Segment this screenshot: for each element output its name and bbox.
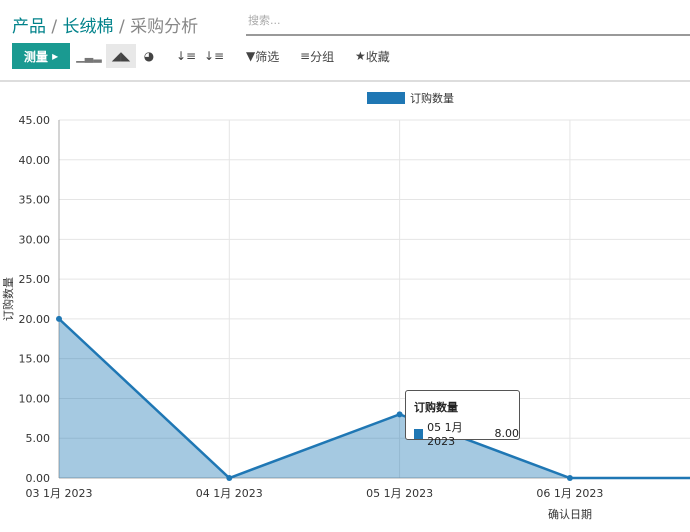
- pie-chart-icon: ◕: [143, 49, 155, 63]
- filter-icon: ▼: [246, 49, 256, 63]
- x-axis-label: 确认日期: [548, 508, 592, 521]
- list-icon: ≡: [300, 49, 311, 63]
- star-icon: ★: [355, 49, 366, 63]
- x-tick-label: 06 1月 2023: [536, 487, 603, 500]
- breadcrumb-separator: /: [118, 17, 125, 37]
- search-placeholder: 搜索...: [248, 14, 281, 27]
- line-chart-button[interactable]: ◢◣: [106, 44, 136, 68]
- area-chart-icon: ◢◣: [111, 49, 131, 63]
- x-tick-label: 04 1月 2023: [196, 487, 263, 500]
- sort-descending-icon: ↓≡: [175, 49, 197, 63]
- filter-label: 筛选: [255, 49, 280, 64]
- tooltip-title: 订购数量: [414, 401, 458, 414]
- y-tick-label: 20.00: [19, 313, 51, 326]
- favorites-label: 收藏: [365, 49, 390, 64]
- group-by-button[interactable]: ≡ 分组: [300, 44, 334, 68]
- sort-descending-button[interactable]: ↓≡: [173, 44, 199, 68]
- data-point: [56, 315, 62, 322]
- legend-label: 订购数量: [410, 91, 454, 105]
- filter-button[interactable]: ▼ 筛选: [246, 44, 279, 68]
- y-tick-label: 35.00: [19, 194, 51, 207]
- breadcrumb: 产品 / 长绒棉 / 采购分析: [12, 12, 198, 37]
- breadcrumb-product[interactable]: 长绒棉: [62, 17, 114, 37]
- legend-swatch: [367, 92, 405, 104]
- y-tick-label: 45.00: [19, 114, 51, 127]
- search-input[interactable]: 搜索...: [246, 8, 690, 36]
- y-tick-label: 0.00: [26, 472, 51, 485]
- measure-button[interactable]: 测量 ▸: [12, 43, 70, 69]
- x-tick-label: 03 1月 2023: [26, 487, 93, 500]
- breadcrumb-current: 采购分析: [130, 17, 199, 37]
- bar-chart-button[interactable]: ▁▃▂: [76, 44, 102, 68]
- pie-chart-button[interactable]: ◕: [136, 44, 162, 68]
- data-point: [226, 475, 233, 481]
- bar-chart-icon: ▁▃▂: [76, 49, 102, 63]
- area-chart: 0.00 5.00 10.00 15.00 20.00 25.00 30.00 35.00 40…: [1, 91, 690, 521]
- tooltip-value: 8.00: [494, 427, 520, 440]
- y-tick-label: 15.00: [19, 353, 51, 366]
- sort-ascending-button[interactable]: ↓≡: [201, 44, 227, 68]
- y-tick-label: 5.00: [26, 432, 51, 445]
- sort-ascending-icon: ↓≡: [203, 49, 225, 63]
- breadcrumb-separator: /: [51, 17, 58, 37]
- area-fill: [59, 318, 690, 478]
- group-label: 分组: [310, 49, 335, 64]
- tooltip-swatch: [414, 428, 424, 439]
- data-point: [566, 475, 573, 481]
- favorites-button[interactable]: ★ 收藏: [355, 44, 390, 68]
- y-tick-label: 40.00: [19, 154, 51, 167]
- y-tick-label: 25.00: [19, 273, 51, 286]
- data-point: [396, 411, 403, 418]
- chart-tooltip: 订购数量 05 1月 2023 8.00: [405, 390, 520, 448]
- breadcrumb-products[interactable]: 产品: [12, 17, 46, 37]
- measure-label: 测量: [23, 49, 48, 64]
- y-axis-label: 订购数量: [1, 277, 15, 321]
- control-panel: 产品 / 长绒棉 / 采购分析 搜索... 测量 ▸ ▁▃▂ ◢◣ ◕ ↓≡ ↓…: [0, 0, 690, 82]
- y-tick-label: 30.00: [19, 233, 51, 246]
- caret-right-icon: ▸: [52, 49, 59, 63]
- x-tick-label: 05 1月 2023: [366, 487, 433, 500]
- tooltip-label: 05 1月 2023: [427, 421, 463, 448]
- y-tick-label: 10.00: [19, 392, 51, 405]
